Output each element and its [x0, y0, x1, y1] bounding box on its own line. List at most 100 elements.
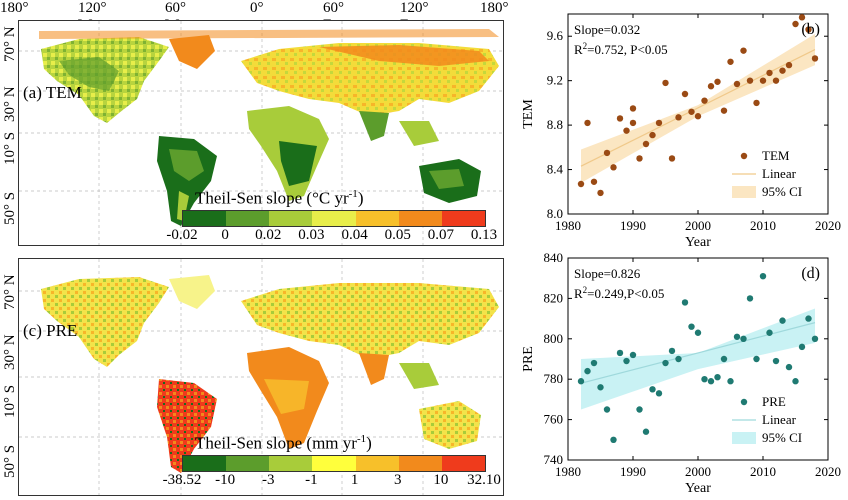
data-point: [629, 351, 637, 359]
data-point: [603, 149, 611, 157]
panel-label: (b): [801, 21, 820, 38]
y-tick-label: 760: [544, 412, 564, 427]
legend-swatch: [183, 456, 227, 471]
data-point: [610, 436, 617, 443]
x-tick-label: 2010: [750, 464, 776, 479]
data-point: [727, 58, 734, 65]
fit-line: [580, 322, 816, 384]
data-point: [597, 384, 604, 391]
legend-swatch: [226, 456, 270, 471]
scatter-chart-tem: 1980 1990 2000 2010 2020 8.0 8.4 8.8 9.2 9.6 Year T…: [521, 13, 841, 250]
legend-tick-label: 10: [433, 472, 449, 488]
data-point: [811, 55, 819, 62]
data-point: [720, 107, 728, 114]
r2-annotation: R2=0.249,P<0.05: [574, 285, 664, 301]
data-point: [779, 317, 786, 324]
data-point: [785, 61, 793, 69]
data-point: [597, 189, 604, 197]
data-point: [811, 335, 819, 342]
data-point: [772, 77, 780, 84]
data-point: [616, 349, 624, 357]
legend-swatch: [269, 456, 313, 471]
data-point: [681, 299, 689, 306]
legend-ticks-pre: -38.52 -10 -3 -1 1 3 10 32.10: [163, 472, 501, 490]
x-tick-label: 1980: [555, 464, 581, 479]
y-tick-label: 780: [544, 371, 564, 386]
data-point: [733, 333, 741, 340]
data-point: [798, 14, 806, 21]
slope-annotation: Slope=0.032: [574, 22, 640, 37]
data-point: [727, 378, 734, 385]
data-point: [701, 97, 708, 104]
data-point: [766, 329, 773, 336]
legend-tick-label: 0.07: [427, 227, 454, 243]
lat-label: 30° N: [2, 334, 18, 370]
y-tick-label: 8.0: [547, 206, 563, 221]
data-point: [668, 155, 676, 162]
legend-label: TEM: [762, 148, 790, 163]
data-point: [603, 406, 611, 413]
data-point: [772, 357, 780, 365]
legend-tick-label: 32.10: [467, 472, 501, 488]
data-point: [655, 390, 663, 397]
data-point: [636, 155, 643, 162]
legend-swatch: [355, 456, 399, 471]
x-tick-label: 1990: [620, 464, 646, 479]
legend-swatch: [312, 456, 356, 471]
data-point: [707, 378, 715, 385]
world-map-pre-image: [19, 259, 503, 495]
lat-label: 50° S: [2, 191, 18, 225]
data-point: [577, 180, 585, 188]
data-point: [675, 114, 682, 121]
legend-label: 95% CI: [762, 184, 802, 199]
panel-label: (d): [801, 265, 820, 282]
data-point: [733, 80, 741, 88]
r2-annotation: R2=0.752, P<0.05: [574, 41, 668, 57]
data-point: [759, 272, 767, 280]
data-point: [668, 347, 676, 355]
data-point: [746, 77, 754, 84]
legend-swatch: [183, 211, 227, 226]
legend-swatch: [226, 211, 270, 226]
legend-colorbar-pre: [182, 455, 486, 472]
legend-swatch: [355, 211, 399, 226]
data-point: [655, 119, 663, 127]
data-point: [649, 131, 656, 139]
data-point: [701, 376, 708, 383]
data-point: [584, 367, 591, 375]
data-point: [694, 113, 702, 120]
legend-label: Linear: [762, 166, 797, 181]
y-axis-label: PRE: [521, 346, 536, 372]
data-point: [779, 67, 786, 74]
lat-label: 10° S: [2, 131, 18, 165]
data-point: [636, 406, 643, 413]
legend-tick-label: 0.04: [341, 227, 368, 243]
data-point: [577, 378, 585, 385]
legend-tick-label: 1: [350, 472, 359, 488]
data-point: [623, 127, 630, 134]
y-tick-label: 8.8: [547, 117, 563, 132]
data-point: [753, 99, 760, 107]
data-point: [616, 115, 624, 122]
y-tick-label: 840: [544, 250, 564, 265]
legend-swatch: [269, 211, 313, 226]
legend-tick-label: 0.13: [470, 227, 498, 243]
legend-marker-band: [732, 186, 756, 198]
legend-tick-label: 0: [221, 227, 229, 243]
panel-tag-c: (c) PRE: [23, 321, 78, 340]
slope-annotation: Slope=0.826: [574, 266, 641, 281]
data-point: [792, 378, 799, 385]
x-tick-label: 2000: [685, 218, 711, 233]
data-point: [629, 105, 637, 112]
fit-line: [580, 49, 816, 167]
lat-label: 50° S: [2, 444, 18, 478]
legend-title-pre: Theil-Sen slope (mm yr-1): [195, 433, 372, 453]
legend-swatch: [398, 211, 442, 226]
legend-swatch: [441, 211, 485, 226]
legend-colorbar-tem: [182, 210, 486, 227]
data-point: [720, 355, 728, 363]
data-point: [740, 335, 747, 342]
lat-label: 30° N: [2, 86, 18, 122]
lat-label: 70° N: [2, 274, 18, 310]
data-point: [707, 83, 715, 90]
